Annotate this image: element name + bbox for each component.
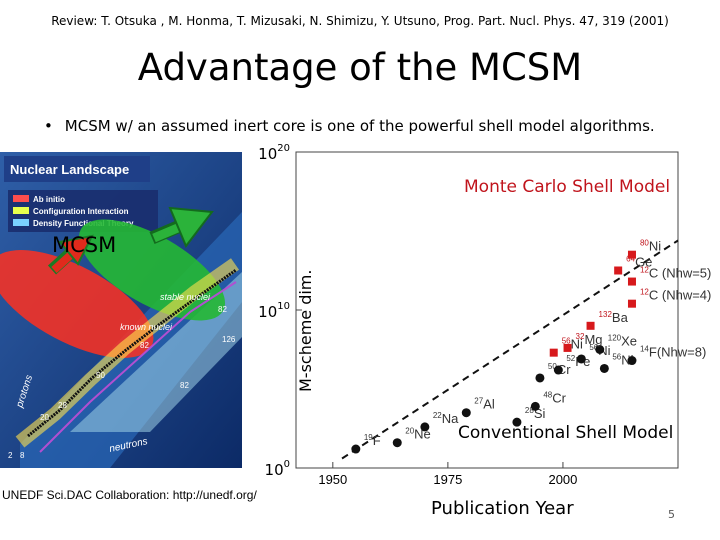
x-tick-label-2: 2000 xyxy=(548,472,577,487)
stable-nuclei-label: stable nuclei xyxy=(160,292,211,302)
red-arrow-head xyxy=(58,234,94,266)
mcsm-point-3 xyxy=(614,266,623,275)
magic-50: 50 xyxy=(96,371,105,380)
y-axis-ticks: 100 1010 1020 xyxy=(258,144,302,479)
mcsm-point-0 xyxy=(549,348,558,357)
conv-point-5 xyxy=(530,401,540,411)
conv-point-8 xyxy=(576,354,586,364)
mcsm-point-4 xyxy=(627,250,636,259)
conv-point-0-label: 19F xyxy=(364,433,381,448)
magic-82-top: 82 xyxy=(218,305,227,314)
bullet-marker: • xyxy=(44,117,53,135)
ab-initio-region xyxy=(0,250,154,358)
legend-ab-initio: Ab initio xyxy=(33,195,65,204)
y-tick-label-2: 1020 xyxy=(258,144,290,163)
y-tick-label-0: 100 xyxy=(265,459,290,479)
magic-8: 8 xyxy=(20,451,25,460)
conv-point-0 xyxy=(351,444,361,454)
conv-point-7 xyxy=(553,365,563,375)
magic-2: 2 xyxy=(8,451,13,460)
mcsm-point-2-label: 132Ba xyxy=(599,310,629,325)
conventional-shell-model-label: Conventional Shell Model xyxy=(458,423,674,443)
monte-carlo-shell-model-label: Monte Carlo Shell Model xyxy=(464,177,671,197)
nuclear-landscape-image: Nuclear Landscape Ab initio Configuratio… xyxy=(0,152,242,468)
y-axis-label: M-scheme dim. xyxy=(296,269,315,392)
conv-point-2-label: 22Na xyxy=(433,411,459,426)
magic-82: 82 xyxy=(140,341,149,350)
green-arrow-head xyxy=(168,206,214,248)
legend-swatch-dft xyxy=(13,219,29,226)
mcsm-label: MCSM xyxy=(52,233,117,257)
landscape-title: Nuclear Landscape xyxy=(10,162,129,177)
legend-configuration-interaction: Configuration Interaction xyxy=(33,207,129,216)
mcsm-point-0-label: 56Ni xyxy=(562,337,583,352)
conv-point-3 xyxy=(461,408,471,418)
mcsm-point-5-label: 12C (Nhw=5) xyxy=(640,266,711,281)
trend-line xyxy=(341,239,679,460)
mcsm-point-1-label: 32Mg xyxy=(576,332,603,347)
magic-126: 126 xyxy=(222,335,236,344)
mcsm-point-2 xyxy=(586,321,595,330)
mcsm-point-4-label: 80Ni xyxy=(640,239,661,254)
x-axis-label: Publication Year xyxy=(431,498,574,519)
conv-point-4 xyxy=(512,417,522,427)
conv-point-4-label: 28Si xyxy=(525,406,546,421)
x-tick-label-0: 1950 xyxy=(318,472,347,487)
conv-point-5-label: 48Cr xyxy=(543,390,566,405)
legend-swatch-ab-initio xyxy=(13,195,29,202)
page-number: 5 xyxy=(668,508,675,521)
conv-point-2 xyxy=(420,422,430,432)
y-tick-label-1: 1010 xyxy=(258,301,290,321)
reference-citation: Review: T. Otsuka , M. Honma, T. Mizusak… xyxy=(51,14,669,28)
mcsm-point-6-label: 12C (Nhw=4) xyxy=(640,288,711,303)
data-points: 19F20Ne22Na27Al28Si48Cr50Cr52Fe56Ni120Xe… xyxy=(351,239,711,454)
landscape-title-box xyxy=(4,156,150,182)
dripline-purple xyxy=(39,281,237,453)
mcsm-point-6 xyxy=(627,299,636,308)
conv-point-11 xyxy=(627,356,637,366)
x-tick-label-1: 1975 xyxy=(433,472,462,487)
magic-82-lower: 82 xyxy=(180,381,189,390)
mcsm-point-5 xyxy=(627,277,636,286)
legend-swatch-ci xyxy=(13,207,29,214)
legend-density-functional: Density Functional Theory xyxy=(33,219,134,228)
slide-title: Advantage of the MCSM xyxy=(137,46,583,89)
magic-28: 28 xyxy=(58,401,67,410)
mcsm-point-3-label: 64Ge xyxy=(626,255,652,270)
x-axis-ticks: 1950 1975 2000 xyxy=(318,462,577,487)
bullet-point: • MCSM w/ an assumed inert core is one o… xyxy=(44,117,655,135)
conv-point-10 xyxy=(599,363,609,373)
known-nuclei-label: known nuclei xyxy=(120,322,173,332)
green-arrow-shaft xyxy=(152,222,182,243)
conv-point-9 xyxy=(595,345,605,354)
stable-nuclei-line xyxy=(27,268,237,438)
conv-point-9-label: 120Xe xyxy=(608,334,637,349)
mcsm-point-1 xyxy=(563,343,572,352)
conv-point-3-label: 27Al xyxy=(474,397,495,412)
conv-point-11-label: 14F(Nhw=8) xyxy=(640,345,706,360)
conv-point-1 xyxy=(392,438,402,448)
plot-area xyxy=(295,151,679,469)
magic-20: 20 xyxy=(40,413,49,422)
bullet-text: MCSM w/ an assumed inert core is one of … xyxy=(64,117,655,135)
conv-point-6 xyxy=(535,373,545,383)
credit-text: UNEDF Sci.DAC Collaboration: http://uned… xyxy=(2,488,257,502)
